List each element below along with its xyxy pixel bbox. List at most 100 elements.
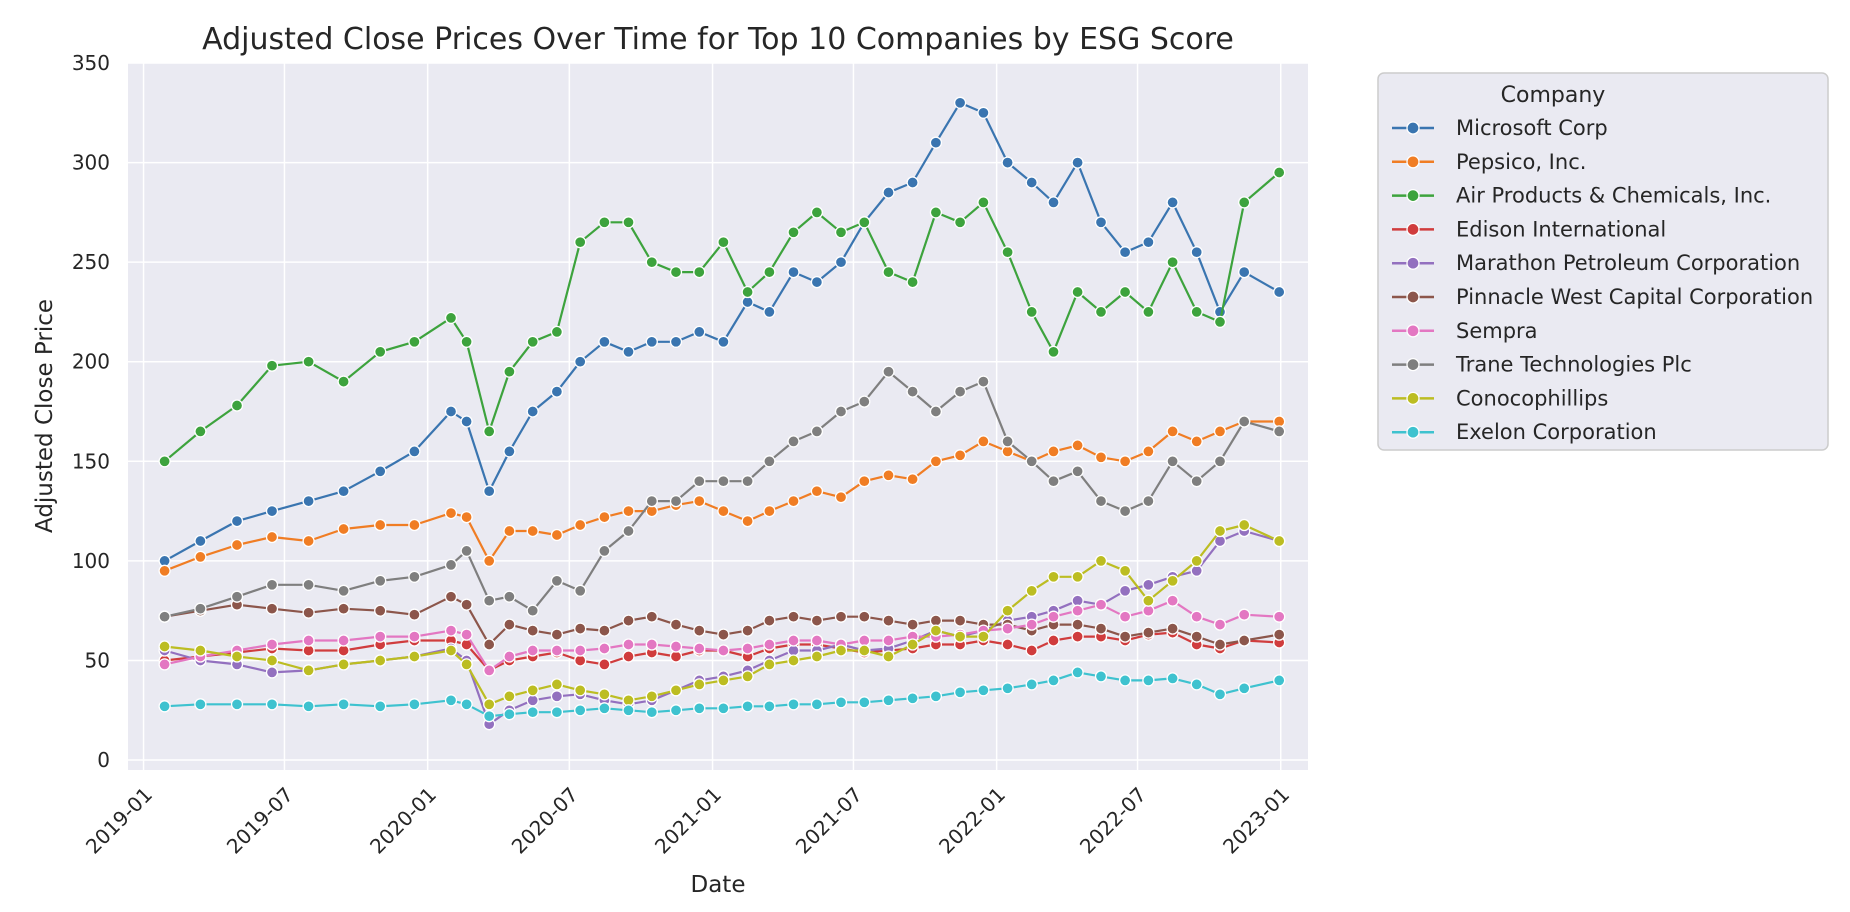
data-point	[622, 694, 635, 707]
data-point	[1001, 604, 1014, 617]
data-point	[1142, 604, 1155, 617]
data-point	[194, 534, 207, 548]
data-point	[503, 690, 516, 703]
data-point	[444, 644, 458, 657]
data-point	[810, 634, 824, 647]
data-point	[444, 558, 458, 572]
data-point	[444, 311, 458, 325]
data-point	[1213, 524, 1227, 538]
data-point	[787, 698, 800, 711]
data-point	[444, 624, 458, 637]
x-tick-label: 2022-01	[934, 782, 1010, 858]
data-point	[906, 618, 919, 631]
data-point	[550, 528, 564, 542]
data-point	[882, 265, 895, 279]
data-point	[503, 445, 516, 458]
data-point	[1273, 166, 1286, 179]
data-point	[550, 690, 564, 703]
legend-item: Exelon Corporation	[1392, 420, 1657, 444]
data-point	[858, 610, 871, 623]
legend-item: Sempra	[1392, 319, 1538, 343]
data-point	[1118, 610, 1132, 623]
data-point	[598, 688, 611, 701]
data-point	[1166, 594, 1179, 607]
data-point	[265, 638, 279, 651]
data-point	[1118, 630, 1132, 643]
x-tick-label: 2019-07	[222, 782, 298, 858]
data-point	[230, 650, 244, 663]
data-point	[374, 700, 387, 713]
data-point	[717, 335, 730, 348]
data-point	[574, 584, 587, 597]
data-point	[1094, 305, 1108, 319]
data-point	[810, 650, 824, 663]
data-point	[1071, 285, 1084, 299]
data-point	[337, 658, 350, 671]
data-point	[598, 658, 611, 671]
data-point	[1001, 682, 1014, 695]
data-point	[1118, 674, 1132, 687]
data-point	[834, 256, 848, 269]
data-point	[1190, 305, 1203, 319]
data-point	[645, 706, 658, 719]
data-point	[1047, 634, 1060, 647]
series-9	[158, 666, 1286, 723]
data-point	[503, 365, 516, 378]
data-point	[787, 494, 800, 508]
data-point	[574, 704, 587, 717]
data-point	[598, 216, 611, 229]
data-point	[1238, 196, 1251, 209]
data-point	[929, 624, 943, 637]
data-point	[337, 375, 350, 388]
y-tick-label: 300	[72, 151, 110, 175]
data-point	[622, 650, 635, 663]
data-point	[1273, 628, 1286, 641]
data-point	[669, 265, 683, 279]
data-point	[337, 602, 350, 615]
data-point	[645, 494, 658, 508]
data-point	[574, 518, 587, 532]
grid-lines	[128, 62, 1308, 770]
data-point	[483, 698, 496, 711]
data-point	[1071, 604, 1084, 617]
data-point	[645, 690, 658, 703]
data-point	[810, 614, 824, 627]
data-point	[550, 574, 564, 587]
legend-label: Microsoft Corp	[1456, 116, 1608, 140]
data-point	[1213, 638, 1227, 651]
legend-item: Marathon Petroleum Corporation	[1392, 251, 1800, 275]
data-point	[1025, 618, 1038, 631]
data-point	[265, 578, 279, 591]
data-point	[693, 624, 706, 637]
data-point	[158, 658, 171, 671]
y-tick-label: 0	[97, 748, 110, 772]
data-point	[1190, 678, 1203, 691]
legend-marker	[1406, 357, 1420, 372]
data-point	[858, 395, 871, 408]
data-point	[1047, 475, 1060, 488]
data-point	[408, 698, 421, 711]
data-point	[483, 485, 496, 498]
series-6	[158, 594, 1286, 677]
data-point	[574, 622, 587, 635]
data-point	[882, 614, 895, 627]
data-point	[1025, 455, 1038, 468]
legend-label: Air Products & Chemicals, Inc.	[1456, 184, 1771, 208]
data-point	[1047, 570, 1060, 583]
data-point	[302, 664, 315, 677]
data-point	[1071, 666, 1084, 679]
data-point	[1118, 455, 1132, 468]
data-point	[1071, 618, 1084, 631]
data-point	[929, 614, 943, 627]
data-point	[460, 335, 473, 348]
data-point	[858, 696, 871, 709]
data-point	[1213, 425, 1227, 438]
data-point	[460, 510, 473, 524]
y-tick-label: 100	[72, 549, 110, 573]
data-point	[929, 206, 943, 219]
data-point	[1166, 622, 1179, 635]
data-point	[810, 425, 824, 438]
series-1	[158, 415, 1286, 577]
data-point	[526, 694, 539, 707]
chart-title: Adjusted Close Prices Over Time for Top …	[202, 22, 1234, 57]
